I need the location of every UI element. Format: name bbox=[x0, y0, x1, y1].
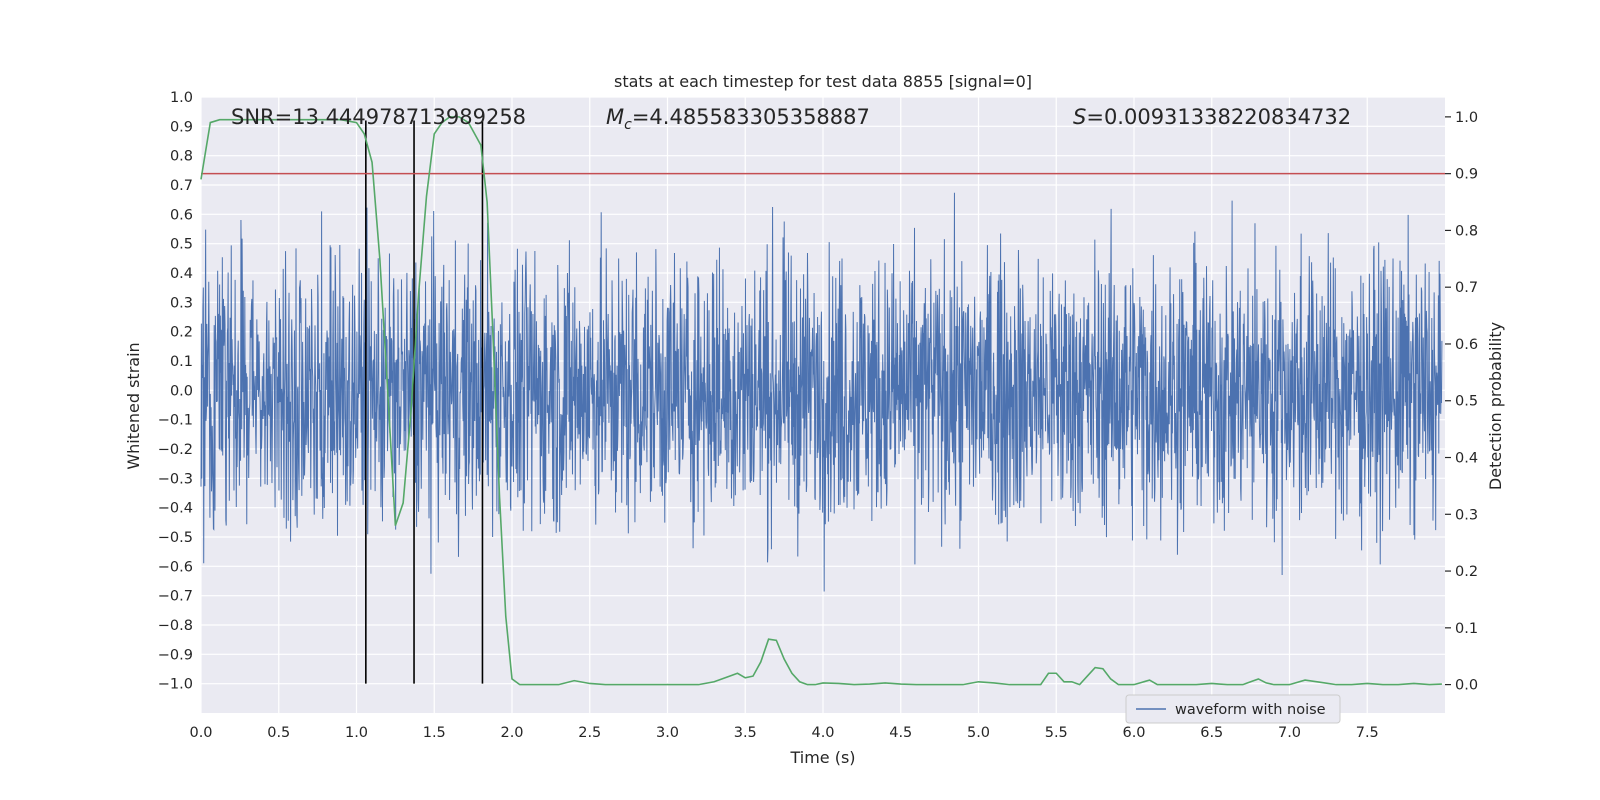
y-tick-label: 0.8 bbox=[170, 149, 193, 165]
y-tick-label: −0.7 bbox=[158, 589, 193, 605]
y-tick-label: 1.0 bbox=[170, 90, 193, 106]
y-tick-label: −1.0 bbox=[158, 677, 193, 693]
right-y-tick-label: 0.5 bbox=[1455, 394, 1478, 410]
y-tick-label: −0.4 bbox=[158, 501, 193, 517]
x-tick-label: 7.5 bbox=[1356, 725, 1379, 741]
x-tick-label: 5.5 bbox=[1045, 725, 1068, 741]
y-tick-label: 0.6 bbox=[170, 207, 193, 223]
y-axis-label: Whitened strain bbox=[124, 342, 143, 469]
s-value: =0.00931338220834732 bbox=[1086, 105, 1351, 129]
x-tick-label: 5.0 bbox=[967, 725, 990, 741]
x-tick-label: 2.5 bbox=[578, 725, 601, 741]
right-y-tick-label: 0.4 bbox=[1455, 451, 1478, 467]
right-y-tick-label: 1.0 bbox=[1455, 110, 1478, 126]
legend: waveform with noise bbox=[1125, 694, 1341, 724]
y-tick-label: 0.4 bbox=[170, 266, 193, 282]
y-tick-label: 0.3 bbox=[170, 295, 193, 311]
right-y-tick-label: 0.3 bbox=[1455, 507, 1478, 523]
chirp-mass-annotation: Mc=4.485583305358887 bbox=[606, 105, 870, 133]
s-symbol: S bbox=[1073, 105, 1086, 129]
x-tick-label: 1.0 bbox=[345, 725, 368, 741]
x-tick-label: 7.0 bbox=[1278, 725, 1301, 741]
x-tick-label: 4.0 bbox=[811, 725, 834, 741]
y-tick-label: 0.5 bbox=[170, 237, 193, 253]
right-y-tick-label: 0.9 bbox=[1455, 167, 1478, 183]
y-tick-label: 0.1 bbox=[170, 354, 193, 370]
legend-box bbox=[1125, 694, 1341, 724]
y-tick-label: 0.0 bbox=[170, 383, 193, 399]
y-tick-label: −0.8 bbox=[158, 618, 193, 634]
y-tick-label: 0.2 bbox=[170, 325, 193, 341]
y-tick-label: 0.7 bbox=[170, 178, 193, 194]
y-tick-label: −0.3 bbox=[158, 471, 193, 487]
chirp-mass-symbol: M bbox=[606, 105, 624, 129]
y-tick-label: −0.5 bbox=[158, 530, 193, 546]
snr-annotation: SNR=13.444978713989258 bbox=[231, 105, 526, 129]
y-tick-label: −0.9 bbox=[158, 647, 193, 663]
event-marker-lines bbox=[365, 120, 484, 684]
y-axis-ticks: 1.0 0.9 0.8 0.7 0.6 0.5 0.4 0.3 0.2 0.1 0.0 −0.1 −0.… bbox=[158, 90, 193, 693]
right-y-tick-label: 0.6 bbox=[1455, 337, 1478, 353]
s-annotation: S=0.00931338220834732 bbox=[1073, 105, 1351, 129]
x-tick-label: 3.0 bbox=[656, 725, 679, 741]
chart-title: stats at each timestep for test data 885… bbox=[614, 72, 1032, 91]
y-tick-label: −0.6 bbox=[158, 559, 193, 575]
x-tick-label: 6.5 bbox=[1200, 725, 1223, 741]
x-tick-label: 0.0 bbox=[189, 725, 212, 741]
right-y-tick-label: 0.8 bbox=[1455, 223, 1478, 239]
x-tick-label: 6.0 bbox=[1122, 725, 1145, 741]
x-axis-label: Time (s) bbox=[789, 748, 855, 767]
right-y-tick-label: 0.7 bbox=[1455, 280, 1478, 296]
y-tick-label: −0.1 bbox=[158, 413, 193, 429]
waveform-with-noise-line bbox=[200, 192, 1443, 592]
chirp-mass-value: =4.485583305358887 bbox=[632, 105, 870, 129]
right-y-axis-ticks: 1.0 0.9 0.8 0.7 0.6 0.5 0.4 0.3 0.2 0.1 0.0 bbox=[1445, 110, 1478, 694]
y-tick-label: −0.2 bbox=[158, 442, 193, 458]
right-y-tick-label: 0.1 bbox=[1455, 621, 1478, 637]
x-tick-label: 3.5 bbox=[734, 725, 757, 741]
x-tick-label: 4.5 bbox=[889, 725, 912, 741]
right-y-axis-label: Detection probability bbox=[1486, 322, 1505, 490]
x-tick-label: 2.0 bbox=[500, 725, 523, 741]
detection-probability-line bbox=[200, 116, 1442, 686]
right-y-tick-label: 0.0 bbox=[1455, 678, 1478, 694]
x-axis-ticks: 0.0 0.5 1.0 1.5 2.0 2.5 3.0 3.5 4.0 4.5 5.0 5.5 6.0 6… bbox=[189, 725, 1378, 741]
waveform-series bbox=[200, 192, 1443, 592]
y-tick-label: 0.9 bbox=[170, 119, 193, 135]
chirp-mass-subscript: c bbox=[624, 117, 632, 133]
legend-label: waveform with noise bbox=[1175, 702, 1326, 718]
right-y-tick-label: 0.2 bbox=[1455, 564, 1478, 580]
x-tick-label: 0.5 bbox=[267, 725, 290, 741]
x-tick-label: 1.5 bbox=[423, 725, 446, 741]
